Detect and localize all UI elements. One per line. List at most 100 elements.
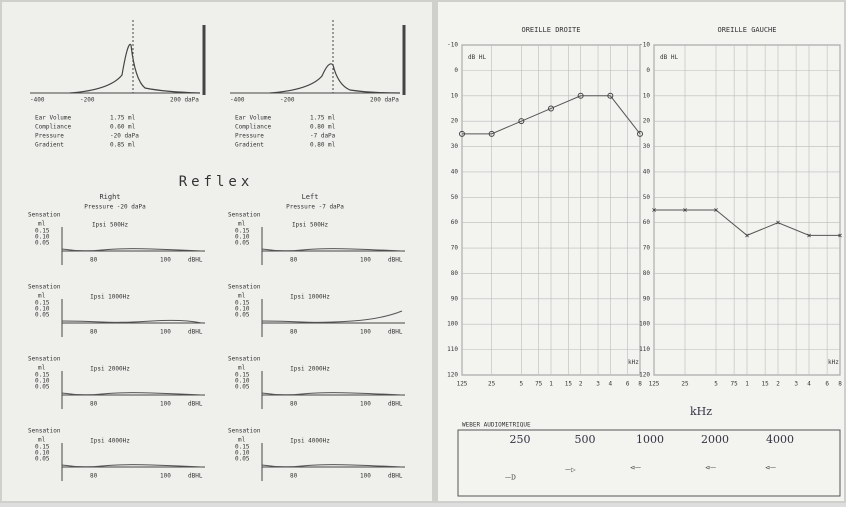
y-tick-label: 40 <box>643 168 651 175</box>
x-tick-label: 1 <box>549 381 553 388</box>
reflex-axis-label: 100 <box>360 401 371 408</box>
y-tick-label: -10 <box>639 42 650 49</box>
svg-text:⊲—: ⊲— <box>705 465 716 472</box>
x-tick-label: 3 <box>596 381 600 388</box>
hearing-point: × <box>807 231 812 240</box>
reflex-axis-label: 100 <box>360 257 371 264</box>
y-tick-label: 60 <box>643 219 651 226</box>
tymp-value: 0.80 ml <box>310 142 336 149</box>
tymp-value: 0.60 ml <box>110 124 136 131</box>
svg-text:⊲—: ⊲— <box>630 465 641 472</box>
tymp-value: 0.80 ml <box>310 124 336 131</box>
scale: 0.05 <box>235 312 250 319</box>
x-tick-label: 6 <box>626 381 630 388</box>
tymp-value: -20 daPa <box>110 133 139 140</box>
sensation: Sensation <box>28 212 61 219</box>
y-tick-label: 20 <box>643 118 651 125</box>
hearing-point: × <box>652 206 657 215</box>
weber-freq: 1000 <box>636 433 664 446</box>
svg-text:—D: —D <box>505 475 516 482</box>
sensation: Sensation <box>228 284 261 291</box>
sensation: Sensation <box>228 428 261 435</box>
reflex-axis-label: dBHL <box>388 329 403 336</box>
x-tick-label: 2 <box>579 381 583 388</box>
test: Ipsi 500Hz <box>292 222 329 229</box>
test: Ipsi 4000Hz <box>90 438 130 445</box>
y-tick-label: 50 <box>451 194 459 201</box>
y-tick-label: -10 <box>447 42 458 49</box>
x-tick-label: 1 <box>745 381 749 388</box>
x-tick-label: 2 <box>776 381 780 388</box>
scale: 0.05 <box>35 456 50 463</box>
tymp-value: 0.85 ml <box>110 142 136 149</box>
freq-unit: kHz <box>628 359 639 366</box>
x-tick-label: 15 <box>565 381 573 388</box>
audiogram-title: OREILLE DROITE <box>521 26 580 34</box>
reflex-axis-label: 100 <box>160 257 171 264</box>
tymp-axis: 200 daPa <box>370 97 399 104</box>
y-tick-label: 60 <box>451 219 459 226</box>
reflex-axis-label: dBHL <box>188 257 203 264</box>
unit: ml <box>38 293 46 300</box>
audiogram-title: OREILLE GAUCHE <box>717 26 776 34</box>
hearing-point: × <box>683 206 688 215</box>
weber-freq: 250 <box>510 433 531 446</box>
tymp-label: Compliance <box>235 124 272 131</box>
scale: 0.05 <box>35 240 50 247</box>
reflex-pressure: Pressure -7 daPa <box>286 204 344 211</box>
reflex-axis-label: 80 <box>290 401 298 408</box>
reflex-axis-label: 100 <box>160 473 171 480</box>
tymp-label: Compliance <box>35 124 72 131</box>
reflex-axis-label: 100 <box>160 401 171 408</box>
y-tick-label: 120 <box>447 372 458 379</box>
reflex-pressure: Pressure -20 daPa <box>84 204 146 211</box>
reflex-axis-label: 80 <box>90 329 98 336</box>
scale: 0.05 <box>35 312 50 319</box>
reflex-axis-label: 80 <box>290 257 298 264</box>
hearing-point: × <box>745 231 750 240</box>
reflex-axis-label: dBHL <box>388 473 403 480</box>
photo: —D —▷ ⊲— ⊲— ⊲— -400 -200 200 daPa Ear Volume 1.7… <box>0 0 846 503</box>
svg-text:⊲—: ⊲— <box>765 465 776 472</box>
scale: 0.05 <box>235 456 250 463</box>
test: Ipsi 4000Hz <box>290 438 330 445</box>
test: Ipsi 500Hz <box>92 222 129 229</box>
tymp-label: Gradient <box>235 142 264 149</box>
reflex-axis-label: dBHL <box>188 329 203 336</box>
y-tick-label: 80 <box>451 270 459 277</box>
y-tick-label: 30 <box>451 143 459 150</box>
weber-note: kHz <box>690 405 712 418</box>
tymp-label: Ear Volume <box>35 115 72 122</box>
sensation: Sensation <box>28 428 61 435</box>
y-tick-label: 70 <box>451 245 459 252</box>
tymp-axis: -400 <box>230 97 245 104</box>
tymp-axis: -400 <box>30 97 45 104</box>
tymp-axis: 200 daPa <box>170 97 199 104</box>
tymp-value: 1.75 ml <box>110 115 136 122</box>
y-tick-label: 120 <box>639 372 650 379</box>
svg-text:—▷: —▷ <box>565 467 576 474</box>
test: Ipsi 1000Hz <box>290 294 330 301</box>
reflex-axis-label: dBHL <box>188 473 203 480</box>
x-tick-label: 8 <box>638 381 642 388</box>
reflex-axis-label: dBHL <box>388 257 403 264</box>
unit: ml <box>238 293 246 300</box>
x-tick-label: 3 <box>794 381 798 388</box>
y-tick-label: 100 <box>447 321 458 328</box>
x-tick-label: 75 <box>731 381 739 388</box>
scale: 0.05 <box>35 384 50 391</box>
tymp-value: -7 daPa <box>310 133 336 140</box>
y-tick-label: 0 <box>646 67 650 74</box>
y-tick-label: 50 <box>643 194 651 201</box>
tymp-value: 1.75 ml <box>310 115 336 122</box>
unit: dB HL <box>468 54 486 61</box>
x-tick-label: 25 <box>681 381 689 388</box>
reflex-axis-label: 100 <box>160 329 171 336</box>
reflex-axis-label: 80 <box>90 401 98 408</box>
reflex-axis-label: dBHL <box>188 401 203 408</box>
reflex-axis-label: 100 <box>360 473 371 480</box>
tymp-axis: -200 <box>280 97 295 104</box>
test: Ipsi 2000Hz <box>290 366 330 373</box>
scale: 0.05 <box>235 240 250 247</box>
reflex-title: Reflex <box>179 174 254 190</box>
